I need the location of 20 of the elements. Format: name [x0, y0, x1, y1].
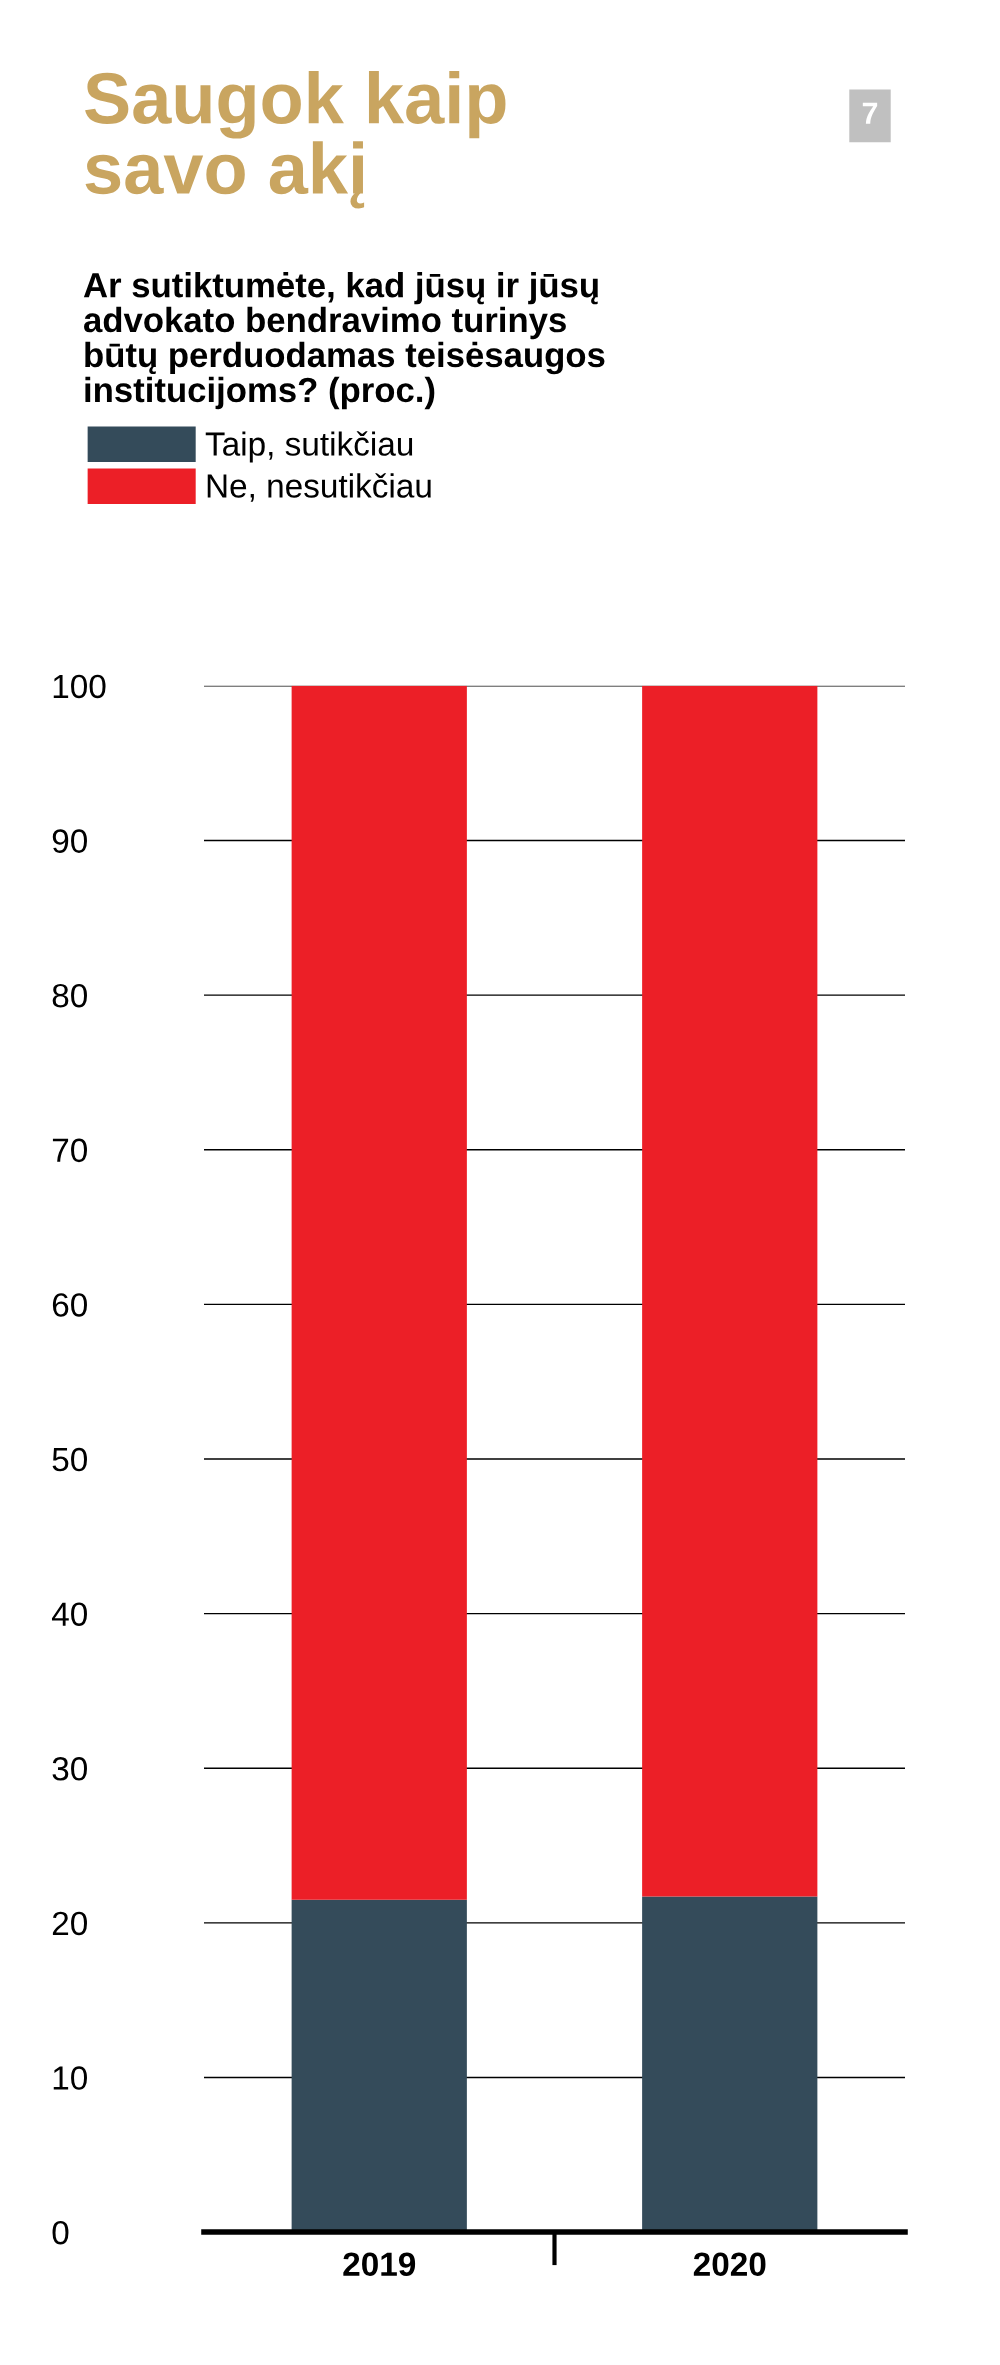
y-tick-label: 40 — [51, 1602, 87, 1626]
text: 7 — [862, 102, 878, 124]
y-tick-label: 70 — [52, 1138, 87, 1163]
y-tick-label: 80 — [52, 983, 87, 1008]
y-tick-label: 60 — [52, 1293, 87, 1317]
bar — [642, 685, 818, 1897]
legend-label: Taip, sutikčiau — [205, 431, 413, 463]
y-tick-label: 10 — [53, 2066, 87, 2090]
y-tick-label: 90 — [52, 829, 87, 853]
legend-label: Ne, nesutikčiau — [207, 473, 431, 502]
y-tick-label: 30 — [52, 1757, 87, 1781]
chart-title: Saugok kaip savo akį — [85, 70, 506, 209]
y-tick-label: 100 — [53, 674, 106, 699]
x-tick-label: 2019 — [343, 2252, 416, 2277]
x-tick-label: 2020 — [693, 2252, 766, 2277]
y-tick-label: 20 — [52, 1911, 87, 1936]
y-tick-label: 0 — [52, 2220, 69, 2245]
bar — [291, 685, 467, 1900]
chart-subtitle: Ar sutiktumėte, kad jūsų ir jūsų advokato bendravimo turinys būtų perduodamas teisėsaugos institucijoms? (proc.) — [83, 271, 605, 410]
y-tick-label: 50 — [52, 1447, 87, 1472]
